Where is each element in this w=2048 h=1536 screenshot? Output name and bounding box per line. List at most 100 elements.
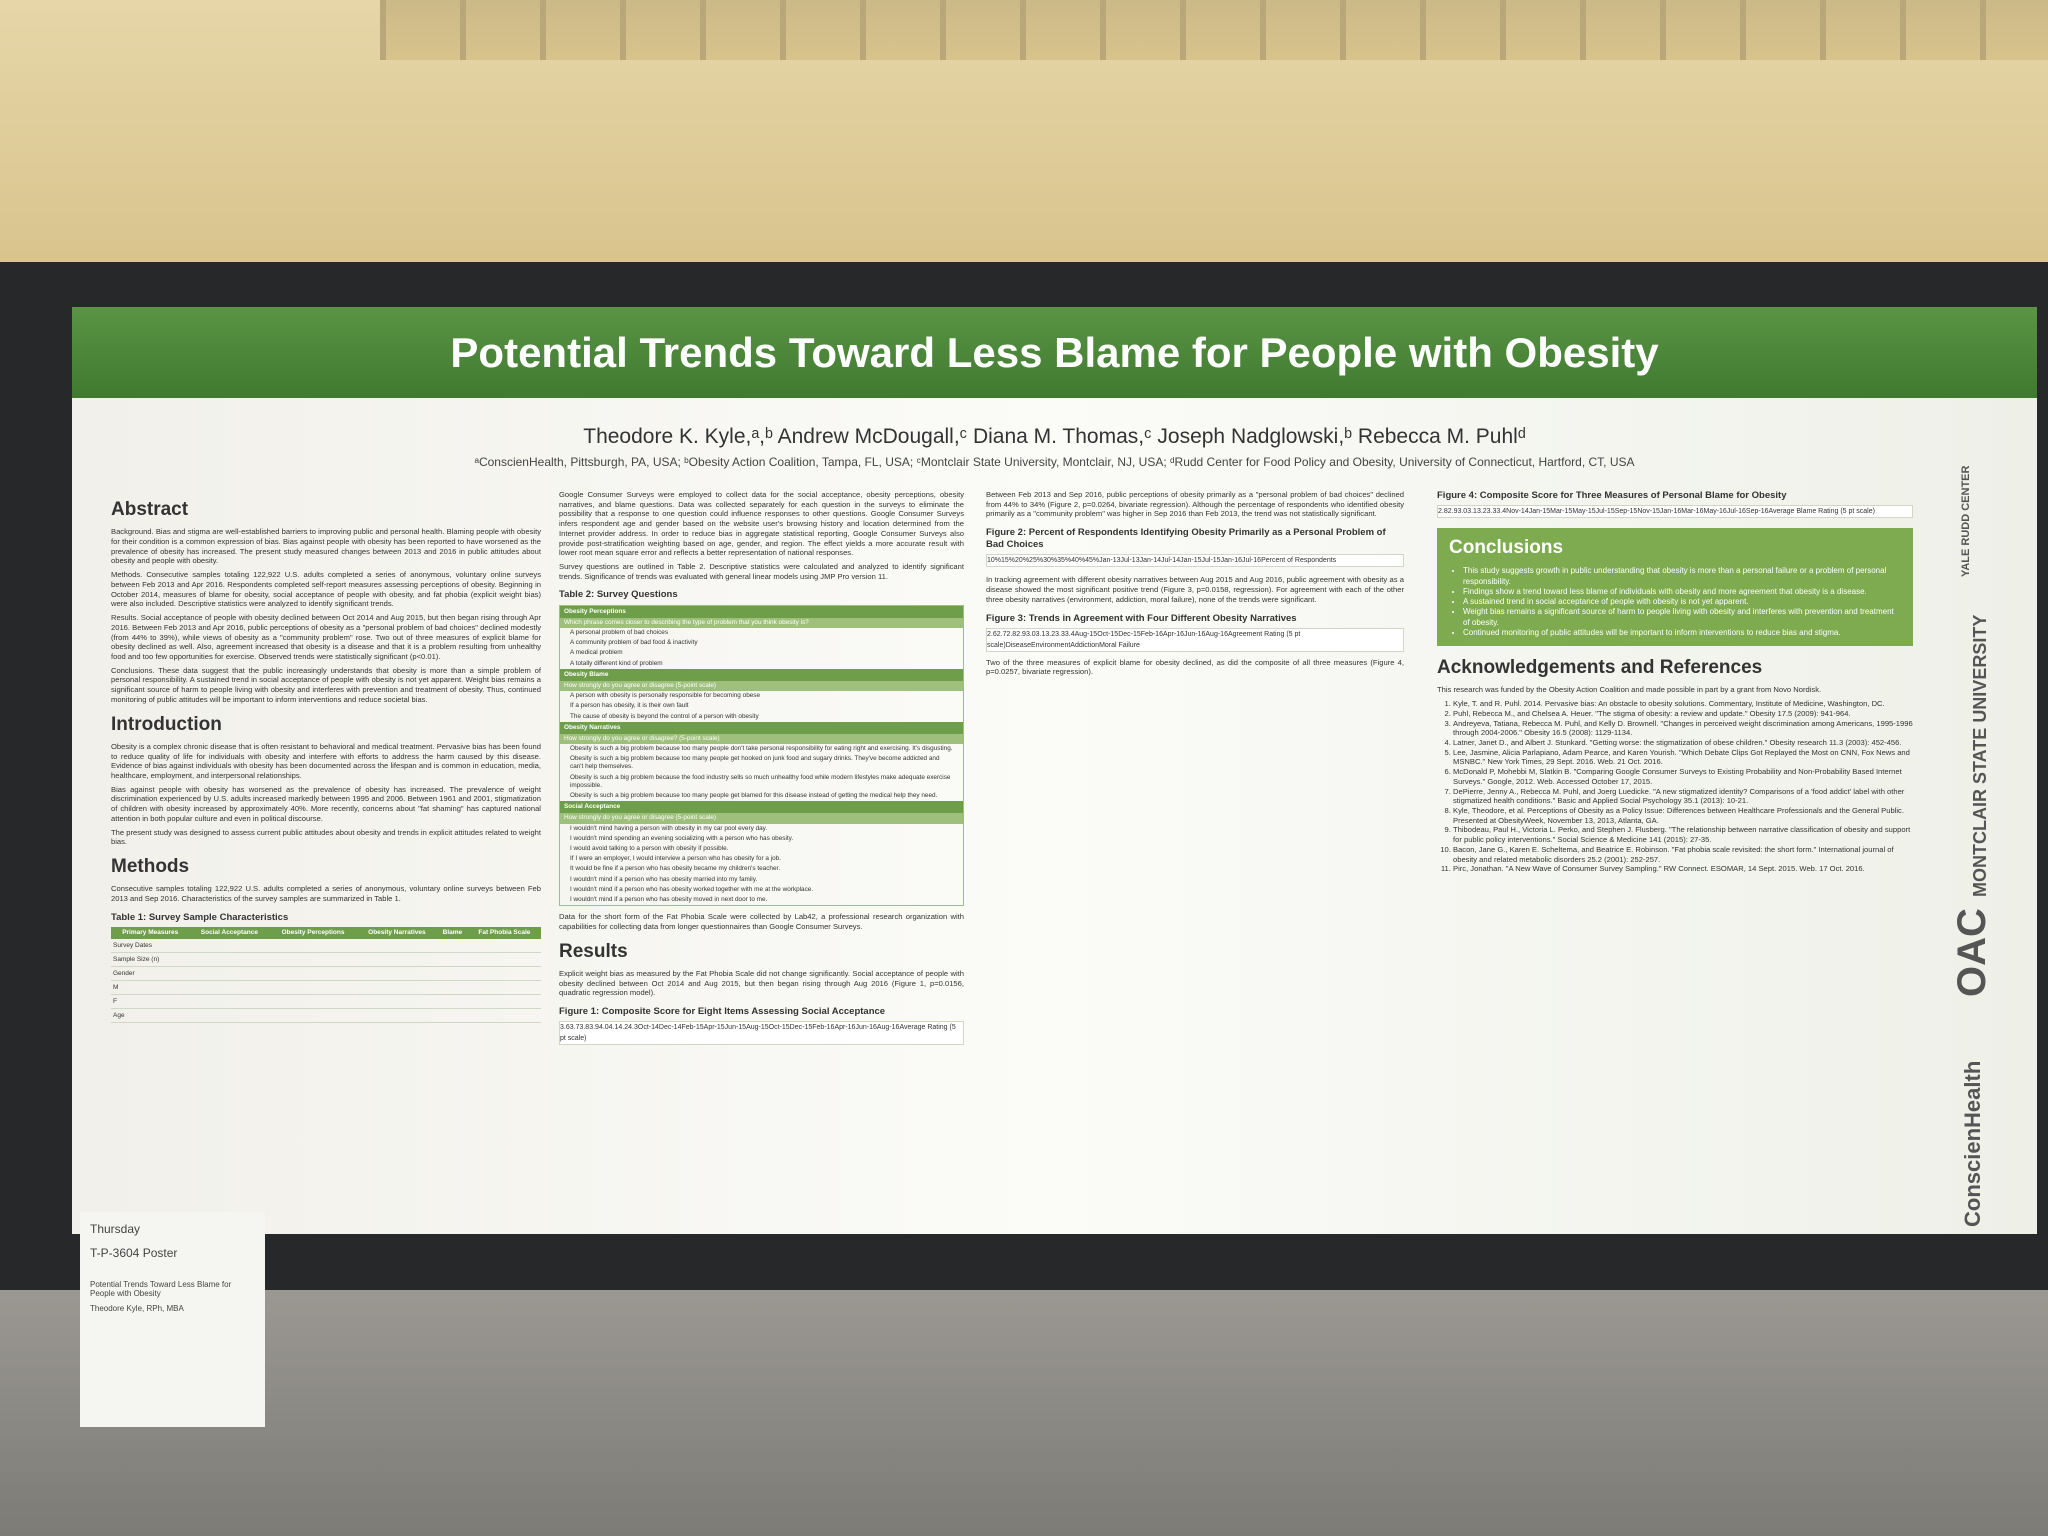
x-tick-label: Sep-15 xyxy=(1614,508,1638,516)
answer-option: Obesity is such a big problem because th… xyxy=(570,773,951,789)
y-tick-label: 30% xyxy=(1043,557,1058,565)
table-row: Survey Dates xyxy=(111,939,541,954)
reference: Thibodeau, Paul H., Victoria L. Perko, a… xyxy=(1453,825,1913,844)
y-tick-label: 3.8 xyxy=(579,1024,590,1032)
y-tick-label: 3.9 xyxy=(589,1024,599,1032)
paragraph: This research was funded by the Obesity … xyxy=(1437,685,1822,695)
y-tick-label: 3.2 xyxy=(1476,508,1487,516)
y-axis-label: Average Blame Rating (5 pt scale) xyxy=(1768,508,1875,516)
x-tick-label: Nov-15 xyxy=(1637,508,1660,516)
figure-title: Figure 2: Percent of Respondents Identif… xyxy=(986,527,1386,551)
y-tick-label: 2.8 xyxy=(1438,508,1448,516)
x-tick-label: Feb-16 xyxy=(812,1024,835,1032)
y-tick-label: 15% xyxy=(1001,557,1016,565)
line-chart: 3.63.73.83.94.04.14.24.3Oct-14Dec-14Feb-… xyxy=(559,1021,964,1046)
paragraph: Between Feb 2013 and Sep 2016, public pe… xyxy=(986,490,1404,519)
line-chart: 2.62.72.82.93.03.13.23.33.4Aug-15Oct-15D… xyxy=(986,627,1404,652)
reference: Pirc, Jonathan. "A New Wave of Consumer … xyxy=(1453,864,1913,874)
x-tick-label: Mar-16 xyxy=(1681,508,1704,516)
y-tick-label: 2.9 xyxy=(1447,508,1458,516)
x-tick-label: Oct-15 xyxy=(1097,630,1119,638)
x-tick-label: Feb-15 xyxy=(681,1024,704,1032)
table-cell xyxy=(437,994,468,1010)
wall xyxy=(0,0,2048,275)
table-title: Table 1: Survey Sample Characteristics xyxy=(111,911,289,923)
paragraph: In tracking agreement with different obe… xyxy=(986,575,1404,604)
y-tick-label: 10% xyxy=(987,557,1002,565)
paragraph: Google Consumer Surveys were employed to… xyxy=(559,490,964,558)
paragraph: Two of the three measures of explicit bl… xyxy=(986,657,1404,677)
reference: Bacon, Jane G., Karen E. Scheltema, and … xyxy=(1453,845,1913,864)
x-tick-label: Jul-14 xyxy=(1161,557,1181,565)
placard-line: Potential Trends Toward Less Blame for P… xyxy=(90,1280,232,1298)
table-cell xyxy=(467,952,541,968)
answer-option: Obesity is such a big problem because to… xyxy=(570,792,938,799)
answer-option: The cause of obesity is beyond the contr… xyxy=(570,712,759,720)
y-tick-label: 40% xyxy=(1071,557,1086,565)
table-cell xyxy=(356,1008,438,1024)
paragraph: Results. Social acceptance of people wit… xyxy=(111,613,541,661)
placard: Thursday T-P-3604 Poster Potential Trend… xyxy=(80,1212,265,1427)
y-tick-label: 3.0 xyxy=(1025,630,1036,638)
x-tick-label: Jan-15 xyxy=(1528,508,1551,516)
reference: Puhl, Rebecca M., and Chelsea A. Heuer. … xyxy=(1453,709,1913,719)
table: Primary Measures Social Acceptance Obesity… xyxy=(111,926,541,1024)
answer-option: Obesity is such a big problem because to… xyxy=(570,755,940,771)
y-tick-label: 20% xyxy=(1015,557,1030,565)
table-row: F xyxy=(111,994,541,1010)
table-cell xyxy=(467,939,541,954)
section-heading: Abstract xyxy=(111,499,189,520)
x-tick-label: Oct-15 xyxy=(768,1024,790,1032)
x-tick-label: Oct-14 xyxy=(637,1024,659,1032)
y-tick-label: 2.8 xyxy=(1006,630,1017,638)
reference: Lee, Jasmine, Alicia Parlapiano, Adam Pe… xyxy=(1453,748,1913,767)
paragraph: Methods. Consecutive samples totaling 12… xyxy=(111,570,541,609)
y-tick-label: 25% xyxy=(1029,557,1044,565)
answer-option: I wouldn't mind if a person who has obes… xyxy=(570,895,768,903)
x-tick-label: May-16 xyxy=(1703,508,1727,516)
y-tick-label: 3.3 xyxy=(1486,508,1497,516)
logo: MONTCLAIR STATE UNIVERSITY xyxy=(1970,614,1990,897)
legend-label: Disease xyxy=(1005,641,1031,649)
x-tick-label: Feb-16 xyxy=(1140,630,1163,638)
table-cell xyxy=(189,952,270,968)
answer-option: I wouldn't mind having a person with obe… xyxy=(570,824,768,832)
y-tick-label: 2.6 xyxy=(987,630,997,638)
bullet: A sustained trend in social acceptance o… xyxy=(1463,597,1901,607)
table-cell xyxy=(189,939,270,954)
row-label: M xyxy=(111,980,190,996)
table-cell xyxy=(437,939,468,954)
column: Google Consumer Surveys were employed to… xyxy=(559,490,964,1046)
y-tick-label: 3.0 xyxy=(1457,508,1468,516)
table-cell xyxy=(356,952,438,968)
table-cell xyxy=(437,952,468,968)
reference: Latner, Janet D., and Albert J. Stunkard… xyxy=(1453,738,1913,748)
reference: McDonald P, Mohebbi M, Slatkin B. "Compa… xyxy=(1453,767,1913,786)
table-row: Age xyxy=(111,1008,541,1024)
x-tick-label: Jan-16 xyxy=(1220,557,1242,565)
question-heading: Social Acceptance xyxy=(560,801,963,814)
x-tick-label: Aug-16 xyxy=(1205,630,1228,638)
reference: Kyle, T. and R. Puhl. 2014. Pervasive bi… xyxy=(1453,699,1913,709)
table-row: Primary Measures Social Acceptance Obesity… xyxy=(111,926,541,940)
x-tick-label: Dec-15 xyxy=(789,1024,813,1032)
poster-title: Potential Trends Toward Less Blame for P… xyxy=(450,328,1659,376)
question-heading: Obesity Blame xyxy=(560,668,963,681)
figure-title: Figure 4: Composite Score for Three Meas… xyxy=(1437,490,1787,501)
answer-option: I wouldn't mind if a person who has obes… xyxy=(570,885,814,893)
table-cell xyxy=(437,1008,468,1024)
x-tick-label: Jan-15 xyxy=(1180,557,1202,565)
answer-option: A medical problem xyxy=(570,649,623,657)
table-cell xyxy=(189,980,270,996)
survey-table: Obesity Perceptions Which phrase comes cl… xyxy=(559,604,964,907)
table-row: M xyxy=(111,980,541,996)
row-label: Age xyxy=(111,1008,190,1024)
reference-list: Kyle, T. and R. Puhl. 2014. Pervasive bi… xyxy=(1437,699,1913,874)
paragraph: Obesity is a complex chronic disease tha… xyxy=(111,741,541,780)
section-heading: Introduction xyxy=(111,713,222,735)
bullet-list: This study suggests growth in public und… xyxy=(1449,566,1901,638)
x-tick-label: Aug-16 xyxy=(876,1024,900,1032)
question-text: How strongly do you agree or disagree? (… xyxy=(560,733,963,745)
section-heading: Acknowledgements and References xyxy=(1437,657,1763,679)
